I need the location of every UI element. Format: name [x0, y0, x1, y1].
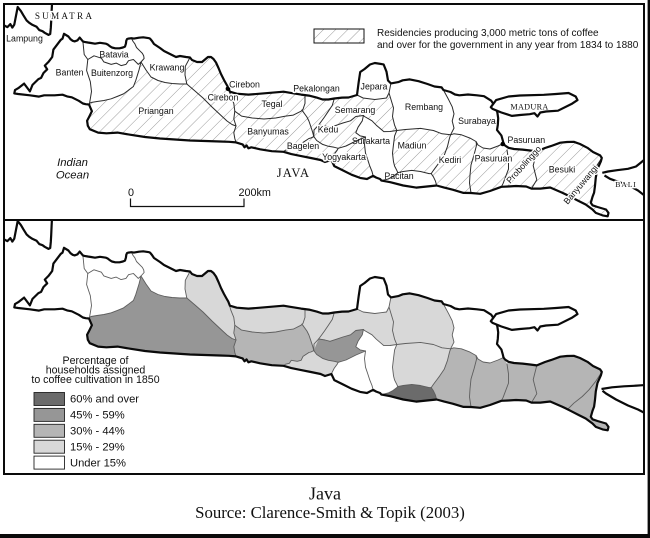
svg-text:Percentage of: Percentage of: [63, 355, 129, 367]
svg-text:Indian: Indian: [57, 157, 88, 169]
svg-text:Jepara: Jepara: [361, 81, 388, 91]
svg-text:Yogyakarta: Yogyakarta: [322, 152, 366, 162]
svg-text:200km: 200km: [239, 187, 271, 199]
svg-text:45% - 59%: 45% - 59%: [70, 410, 125, 422]
svg-text:BALI: BALI: [615, 180, 636, 189]
svg-text:Residencies producing 3,000 me: Residencies producing 3,000 metric tons …: [377, 28, 599, 39]
svg-text:Priangan: Priangan: [138, 106, 173, 116]
svg-text:Pacitan: Pacitan: [384, 171, 413, 181]
svg-text:Source: Clarence-Smith & Topik: Source: Clarence-Smith & Topik (2003): [195, 503, 465, 522]
svg-text:Kediri: Kediri: [439, 155, 462, 165]
svg-text:Pekalongan: Pekalongan: [293, 84, 340, 94]
svg-text:15% - 29%: 15% - 29%: [70, 441, 125, 453]
svg-text:Ocean: Ocean: [56, 169, 89, 181]
svg-text:Batavia: Batavia: [99, 50, 128, 60]
svg-text:Pasuruan: Pasuruan: [508, 135, 546, 145]
svg-text:Java: Java: [309, 484, 341, 504]
svg-text:Tegal: Tegal: [261, 99, 282, 109]
svg-text:Surabaya: Surabaya: [458, 116, 496, 126]
svg-text:Cirebon: Cirebon: [229, 80, 260, 90]
svg-text:Surakarta: Surakarta: [352, 136, 390, 146]
svg-text:Semarang: Semarang: [335, 105, 376, 115]
svg-text:Besuki: Besuki: [549, 165, 575, 175]
svg-text:Krawang: Krawang: [150, 62, 185, 72]
svg-text:Madiun: Madiun: [398, 141, 427, 151]
svg-text:SUMATRA: SUMATRA: [35, 11, 94, 21]
svg-text:to coffee cultivation in 1850: to coffee cultivation in 1850: [31, 374, 159, 386]
svg-text:Buitenzorg: Buitenzorg: [91, 68, 133, 78]
svg-text:Rembang: Rembang: [405, 102, 443, 112]
svg-text:30% - 44%: 30% - 44%: [70, 426, 125, 438]
svg-text:Bagelen: Bagelen: [287, 141, 319, 151]
svg-text:60% and over: 60% and over: [70, 394, 139, 406]
svg-text:0: 0: [128, 187, 134, 199]
svg-text:MADURA: MADURA: [510, 103, 548, 112]
svg-text:and over for the government in: and over for the government in any year …: [377, 40, 639, 51]
svg-text:Pasuruan: Pasuruan: [475, 153, 513, 163]
svg-text:Cirebon: Cirebon: [208, 93, 239, 103]
svg-text:households assigned: households assigned: [46, 365, 146, 377]
svg-text:Banten: Banten: [56, 68, 84, 78]
svg-text:Kedu: Kedu: [318, 124, 339, 134]
svg-text:JAVA: JAVA: [277, 166, 311, 180]
svg-text:Lampung: Lampung: [6, 33, 43, 43]
svg-text:Under 15%: Under 15%: [70, 457, 126, 469]
svg-text:Banyumas: Banyumas: [247, 126, 289, 136]
